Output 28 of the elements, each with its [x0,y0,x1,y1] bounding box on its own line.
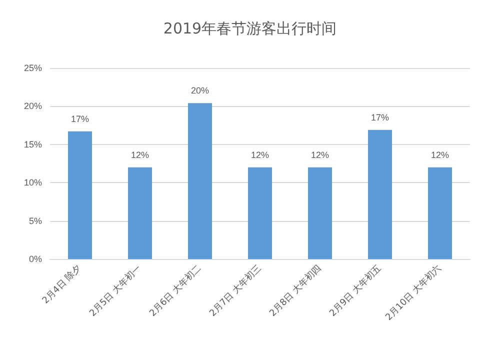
x-tick-label: 2月4日 除夕 [40,262,84,306]
y-tick-label: 0% [28,254,42,264]
x-tick-label: 2月6日 大年初二 [147,262,204,319]
y-tick-label: 15% [24,139,42,150]
bar [368,130,392,259]
y-tick-label: 10% [24,178,42,188]
x-tick-label: 2月10日 大年初六 [383,262,444,323]
y-tick-label: 5% [28,216,42,226]
x-tick-label: 2月7日 大年初三 [207,262,264,319]
bar [128,167,152,259]
x-tick-label: 2月9日 大年初五 [327,262,384,319]
data-label: 12% [250,150,270,160]
bar [248,167,272,259]
x-tick-label: 2月5日 大年初一 [87,262,144,319]
chart-title: 2019年春节游客出行时间 [163,20,337,38]
data-label: 20% [190,86,210,96]
bar [308,167,332,259]
y-tick-label: 20% [24,101,42,112]
data-label: 12% [130,150,150,160]
data-label: 12% [430,150,450,160]
x-tick-label: 2月8日 大年初四 [267,262,324,319]
bar [68,131,92,259]
bar [188,103,212,259]
data-label: 17% [370,112,390,122]
data-label: 17% [70,114,90,124]
bar [428,167,452,259]
y-tick-label: 25% [24,63,42,73]
data-label: 12% [310,150,330,160]
